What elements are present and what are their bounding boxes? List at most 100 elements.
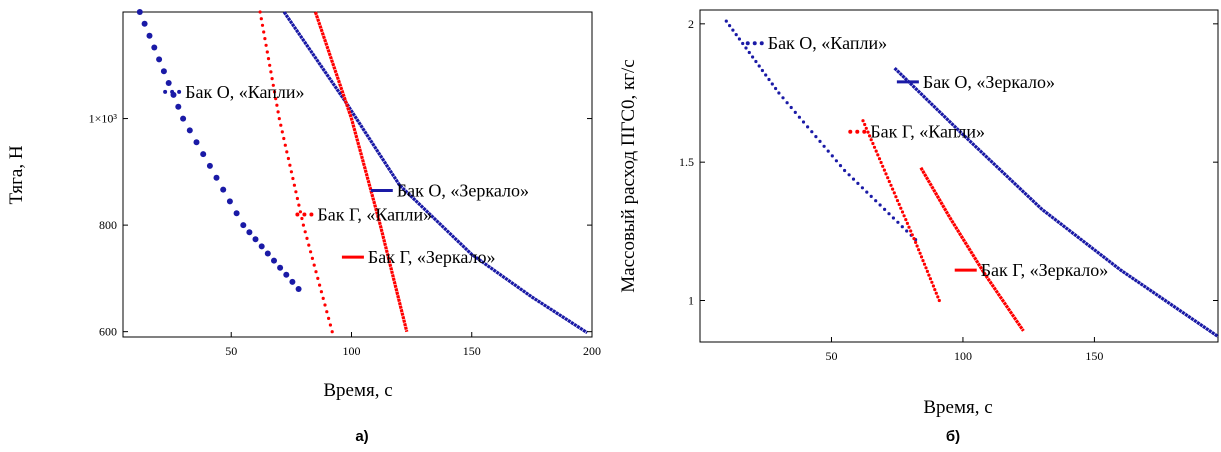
series-point [810,130,814,134]
series-point [271,257,277,264]
series-point [323,303,327,307]
series-point [298,210,302,214]
series-point [283,143,287,147]
annotations-a: Бак О, «Капли» Бак О, «Зеркало» Бак Г, «Ка… [163,82,529,267]
series-point [259,17,263,21]
series-point [265,50,269,54]
annotation-leader [163,89,168,94]
series-point [258,243,265,250]
series-point [186,127,193,134]
ticks-b: 50 100 150 1 1.5 2 [679,17,1218,363]
annotation-leader [170,89,175,94]
annotation-leader [752,41,757,46]
series-point [900,225,904,229]
y-tick-label: 1 [688,294,694,308]
series-point [767,77,771,82]
series-point [928,277,933,281]
series-point [822,144,826,148]
y-tick-label: 1.5 [679,155,694,169]
annotation-leader [759,41,764,46]
annotation-leader [302,212,307,217]
series-point [280,130,284,134]
series-annotation: Бак Г, «Зеркало» [981,260,1109,280]
series-point [793,110,797,114]
series-point [781,96,785,100]
series-point [258,10,262,14]
series-point [866,130,870,134]
series-point [900,210,905,214]
series-point [328,323,332,327]
series-line [893,66,1219,338]
series-point [891,216,896,220]
series-point [860,186,865,190]
series-point [917,248,921,252]
series-point [907,225,911,229]
x-tick-label: 50 [225,344,237,358]
series-point [871,141,875,146]
series-point [915,244,919,248]
series-point [861,119,865,123]
series-point [886,176,890,180]
series-point [887,179,891,184]
series-point [826,149,830,153]
series-point [930,280,934,284]
series-annotation: Бак Г, «Зеркало» [368,247,496,267]
series-point [307,243,311,247]
series-point [879,160,883,165]
series-point [305,236,309,240]
series-point [310,256,314,260]
series-point [277,264,284,271]
series-point [270,77,274,81]
series-annotation: Бак О, «Капли» [768,33,887,53]
series-point [268,63,272,67]
series-point [213,174,220,181]
series-point [899,206,903,210]
series-point [300,216,304,221]
series-point [318,283,322,287]
series-point [294,190,298,194]
series-line [313,11,409,333]
series-point [921,259,925,263]
series-point [922,262,927,266]
series-point [303,230,307,234]
ticks-a: 50 100 150 200 600 800 1×10³ [89,112,601,358]
series-point [881,164,885,168]
series-point [789,105,793,110]
series-annotation: Бак О, «Капли» [185,82,304,102]
series-point [289,278,296,285]
series-point [731,28,735,32]
series-point [847,173,851,177]
series-point [141,20,148,27]
series-point [724,19,728,23]
series-point [327,316,331,320]
series-point [286,156,290,161]
series-point [264,250,271,257]
x-tick-label: 150 [1085,349,1103,363]
annotation-leader [309,212,314,217]
series-point [764,73,768,77]
series-point [865,190,869,194]
series-point [747,50,751,55]
series-point [760,68,765,73]
x-tick-label: 200 [583,344,601,358]
series-point [894,195,898,199]
series-point [934,291,938,295]
series-point [263,37,267,41]
series-point [814,135,818,139]
series-group-a [136,9,589,335]
x-tick-label: 50 [825,349,837,363]
series-point [919,255,924,259]
series-point [872,145,877,149]
series-point [851,177,856,181]
series-point [931,284,936,288]
series-point [734,33,738,37]
series-point [269,70,273,74]
series-point [843,168,847,173]
series-point [933,288,937,292]
series-point [309,250,313,254]
series-point [160,68,167,75]
series-point [936,295,940,299]
series-point [856,181,860,185]
series-point [882,168,887,172]
